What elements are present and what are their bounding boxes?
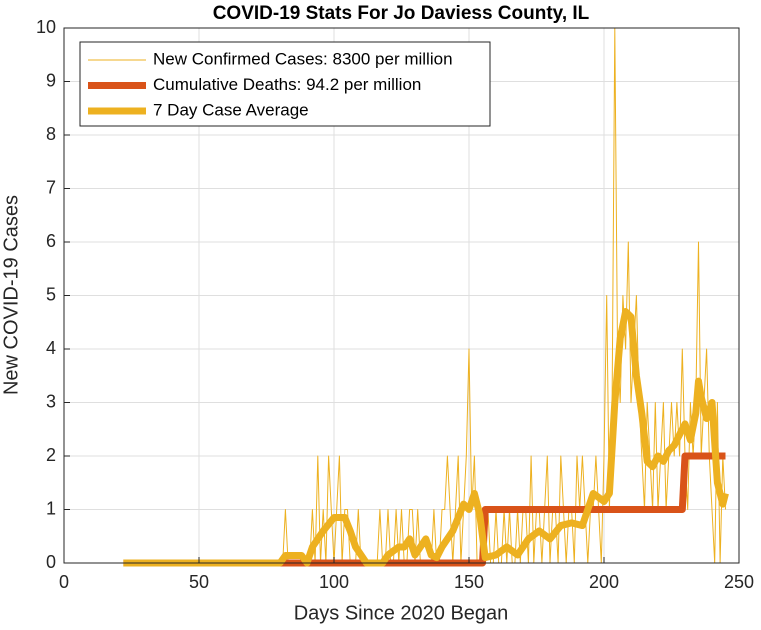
x-axis-label: Days Since 2020 Began (294, 602, 509, 624)
y-tick-label: 6 (46, 231, 56, 251)
y-tick-label: 7 (46, 177, 56, 197)
legend: New Confirmed Cases: 8300 per million Cum… (79, 41, 491, 127)
y-tick-label: 1 (46, 498, 56, 518)
y-tick-label: 5 (46, 284, 56, 304)
y-tick-label: 3 (46, 391, 56, 411)
chart-title: COVID-19 Stats For Jo Daviess County, IL (213, 3, 590, 24)
y-tick-label: 9 (46, 70, 56, 90)
x-tick-label: 250 (724, 572, 754, 592)
y-tick-label: 10 (36, 17, 56, 37)
legend-label: Cumulative Deaths: 94.2 per million (153, 75, 421, 94)
ticks: 0 50 100 150 200 250 0 1 2 3 4 5 6 7 8 9 10 (36, 17, 754, 592)
x-tick-label: 150 (454, 572, 484, 592)
legend-label: New Confirmed Cases: 8300 per million (153, 49, 453, 68)
x-tick-label: 200 (589, 572, 619, 592)
x-tick-label: 100 (319, 572, 349, 592)
y-axis-label: New COVID-19 Cases (0, 195, 22, 395)
y-tick-label: 4 (46, 338, 56, 358)
y-tick-label: 0 (46, 552, 56, 572)
y-tick-label: 2 (46, 445, 56, 465)
series-line (123, 308, 729, 567)
y-tick-label: 8 (46, 124, 56, 144)
legend-label: 7 Day Case Average (153, 100, 309, 119)
x-tick-label: 0 (59, 572, 69, 592)
x-tick-label: 50 (189, 572, 209, 592)
legend-box (79, 41, 491, 127)
